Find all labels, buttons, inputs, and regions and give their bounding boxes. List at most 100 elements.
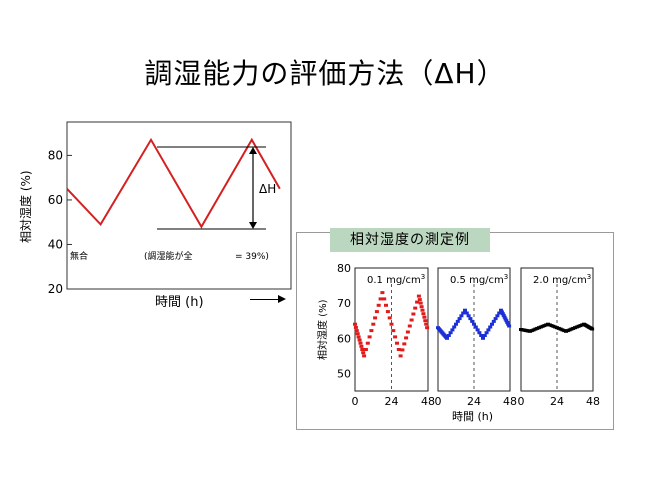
data-point <box>504 319 509 323</box>
delta-arrow-head-top <box>249 147 257 154</box>
data-point <box>486 328 491 332</box>
data-point <box>500 312 505 316</box>
data-point <box>499 308 503 312</box>
data-point <box>400 348 405 352</box>
data-point <box>464 311 469 315</box>
example-x-tick-label: 48 <box>421 395 435 408</box>
data-point <box>369 329 374 333</box>
data-point <box>391 329 396 333</box>
example-x-tick-label: 0 <box>352 395 359 408</box>
data-point <box>501 313 506 317</box>
data-point <box>378 297 383 301</box>
data-point <box>468 317 473 321</box>
data-point <box>466 314 471 318</box>
data-point <box>416 294 421 298</box>
example-panel-3: 2.0 mg/cm3 0 24 48 <box>518 267 600 408</box>
example-x-tick-label: 0 <box>518 395 525 408</box>
data-point <box>385 310 390 314</box>
data-point <box>590 327 595 331</box>
data-point <box>415 300 420 304</box>
data-point <box>463 308 467 312</box>
data-point <box>389 322 394 326</box>
example-ylabel: 相対湿度 (%) <box>316 299 329 360</box>
data-point <box>374 310 379 314</box>
data-point <box>475 328 480 332</box>
data-point <box>446 334 451 337</box>
data-point <box>491 319 496 323</box>
example-y-tick-label: 50 <box>337 367 351 380</box>
data-point <box>445 336 449 340</box>
example-panel-title: 0.5 mg/cm3 <box>450 273 508 286</box>
data-point <box>355 332 360 336</box>
data-point <box>503 317 508 321</box>
main-y-tick-label: 40 <box>48 237 63 251</box>
data-point <box>423 319 428 323</box>
data-point <box>493 317 498 321</box>
main-xlabel: 時間 (h) <box>155 295 204 310</box>
main-ylabel: 相対湿度 (%) <box>18 170 33 243</box>
data-point <box>482 334 487 337</box>
data-point <box>495 314 500 318</box>
example-y-tick-label: 60 <box>337 332 351 345</box>
data-point <box>457 317 462 321</box>
main-y-tick-label: 60 <box>48 193 63 207</box>
data-point <box>459 314 464 318</box>
data-point <box>398 354 403 358</box>
main-y-tick-label: 80 <box>48 148 63 162</box>
data-point <box>353 322 357 326</box>
data-point <box>353 325 358 329</box>
data-point <box>357 338 362 342</box>
data-point <box>424 322 429 326</box>
main-annotation-mid: (調湿能が全 <box>144 250 193 262</box>
arrow-connector <box>250 299 280 300</box>
data-point <box>454 322 458 326</box>
example-x-tick-label: 0 <box>435 395 442 408</box>
data-point <box>490 322 494 326</box>
data-point <box>477 331 482 335</box>
data-point <box>404 336 409 340</box>
data-point <box>362 354 367 358</box>
example-xlabel: 時間 (h) <box>452 410 493 423</box>
data-point <box>507 324 512 328</box>
main-annotation-right: = 39%) <box>235 252 269 262</box>
data-point <box>452 325 457 329</box>
delta-label: ΔH <box>259 182 276 196</box>
delta-arrow-head-bottom <box>249 222 257 229</box>
data-point <box>473 325 478 329</box>
example-panel-title: 2.0 mg/cm3 <box>533 273 591 286</box>
data-point <box>363 348 368 351</box>
main-annotation-left: 無合 <box>70 250 88 262</box>
example-y-tick-label: 80 <box>337 262 351 275</box>
main-humidity-line <box>66 137 281 229</box>
data-point <box>359 344 364 348</box>
example-x-tick-label: 24 <box>467 395 481 408</box>
data-point <box>376 303 381 307</box>
arrow-connector-head <box>278 295 286 303</box>
main-plot-frame <box>66 121 292 290</box>
main-y-tick-label: 20 <box>48 282 63 296</box>
data-point <box>361 351 366 355</box>
data-point <box>425 326 430 330</box>
data-point <box>420 308 425 312</box>
data-point <box>354 329 359 333</box>
data-point <box>499 310 504 314</box>
data-point <box>395 341 399 345</box>
data-point <box>413 306 418 310</box>
data-point <box>484 331 489 335</box>
example-y-ticks: 50 60 70 80 <box>337 262 351 380</box>
data-point <box>450 328 455 332</box>
data-point <box>380 291 385 295</box>
page-title: 調湿能力の評価方法（ΔH） <box>144 57 506 90</box>
data-point <box>417 298 422 302</box>
data-point <box>470 319 475 323</box>
data-point <box>356 335 361 339</box>
data-point <box>411 312 416 316</box>
data-point <box>505 321 510 324</box>
data-point <box>396 348 401 351</box>
example-x-tick-label: 48 <box>586 395 600 408</box>
data-point <box>402 342 407 346</box>
example-panel-2: 0.5 mg/cm3 0 24 48 <box>435 267 517 408</box>
data-point <box>448 331 453 335</box>
